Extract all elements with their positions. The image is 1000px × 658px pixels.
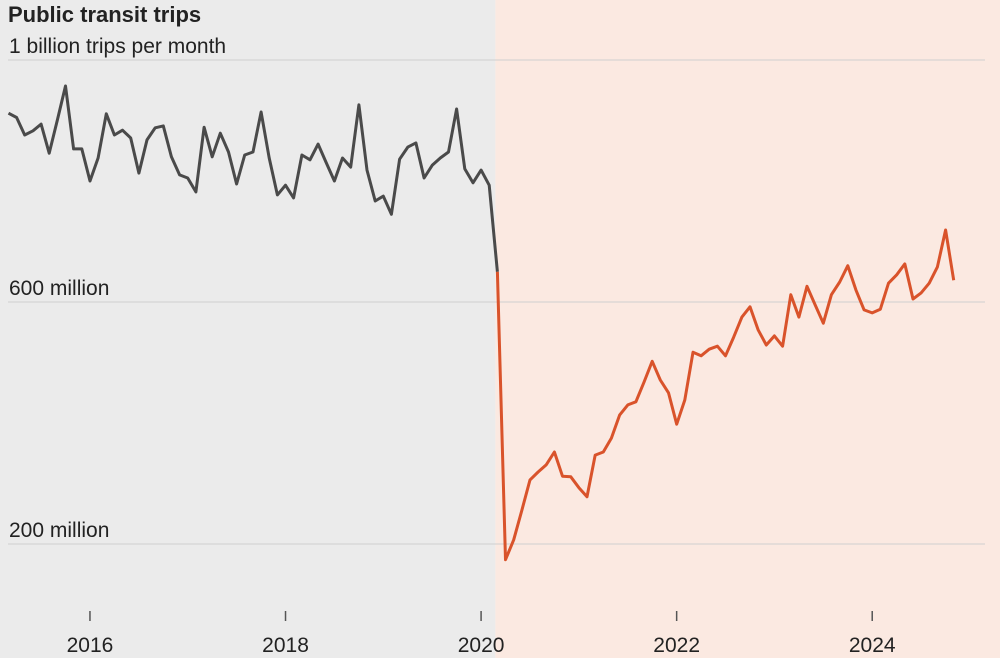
chart-title: Public transit trips [8, 2, 201, 27]
period-after [495, 0, 1000, 658]
x-tick-label: 2018 [262, 634, 309, 657]
x-tick-label: 2016 [67, 634, 114, 657]
y-tick-label: 600 million [9, 277, 109, 300]
x-tick-label: 2024 [849, 634, 896, 657]
series-line [7, 84, 499, 272]
period-before [0, 0, 496, 658]
x-tick-label: 2022 [653, 634, 700, 657]
series-line [495, 228, 956, 562]
x-tick-label: 2020 [458, 634, 505, 657]
y-tick-label: 1 billion trips per month [9, 35, 226, 58]
y-tick-label: 200 million [9, 519, 109, 542]
